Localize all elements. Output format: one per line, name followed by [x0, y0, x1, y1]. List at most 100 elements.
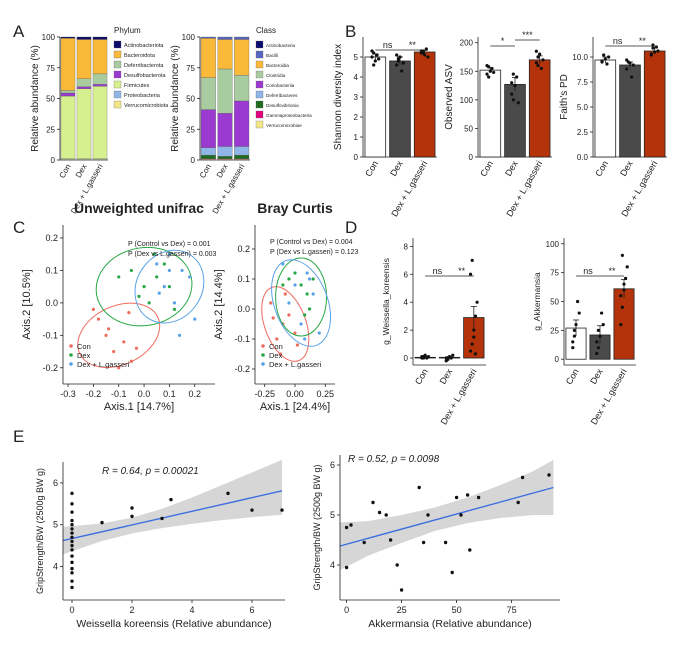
C1-data-point	[193, 317, 197, 321]
D2-y-tick-label: 50	[550, 298, 559, 307]
B2-data-point	[516, 101, 520, 105]
D2-data-point	[620, 253, 624, 257]
B2-data-point	[490, 66, 494, 71]
B1-bar	[389, 60, 411, 158]
E1-data-point	[70, 571, 74, 575]
E2-x-tick-label: 50	[452, 605, 462, 615]
B1-y-tick-label: 5	[354, 53, 359, 62]
D1-data-point	[421, 355, 426, 359]
A2-legend-label: Actinobacteria	[266, 43, 296, 48]
D1-y-tick-label: 2	[404, 326, 409, 335]
D2-data-point	[622, 288, 626, 292]
E2-y-tick-label: 6	[330, 460, 335, 470]
C2-x-tick-label: 0.00	[286, 389, 304, 399]
A2-legend-label: Bacilli	[266, 53, 278, 58]
E2-y-label: GripStrength/BW (2500g BW g)	[312, 464, 322, 590]
E2-y-tick-label: 4	[330, 560, 335, 570]
C1-x-label: Axis.1 [14.7%]	[104, 401, 174, 413]
A2-bar-segment	[217, 39, 233, 70]
C1-x-tick-label: 0.1	[163, 389, 176, 399]
A1-legend-label: Deferribacterota	[124, 63, 164, 69]
D1-data-point	[472, 335, 476, 339]
D1-data-point	[468, 349, 473, 353]
C2-data-point	[293, 271, 297, 275]
D1-data-point	[426, 355, 431, 359]
C2-data-point	[317, 331, 321, 335]
C1-y-tick-label: 0.1	[45, 265, 58, 275]
C2-y-tick-label: -0.1	[234, 334, 250, 344]
A2-bar-segment	[200, 147, 216, 156]
E1-data-point	[70, 579, 74, 583]
C1-data-point	[177, 333, 182, 337]
A1-bar-segment	[60, 90, 76, 94]
E1-x-tick-label: 2	[129, 605, 134, 615]
C2-x-tick-label: -0.25	[254, 389, 275, 399]
B1-data-point	[375, 53, 379, 57]
A1-bar-segment	[92, 86, 108, 159]
B1-data-point	[372, 63, 376, 67]
C1-x-tick-label: -0.1	[111, 389, 127, 399]
C1-x-tick-label: 0.2	[188, 389, 201, 399]
D1-data-point	[446, 356, 450, 360]
B3-y-label: Faith's PD	[559, 74, 570, 120]
A1-bar-segment	[60, 92, 76, 97]
A1-bar-segment	[76, 39, 92, 79]
B1-y-tick-label: 3	[354, 93, 359, 102]
B2-data-point	[534, 61, 538, 65]
C1-ellipse	[134, 249, 205, 324]
B1-data-point	[370, 55, 374, 59]
A1-bar-segment	[76, 88, 92, 159]
E2-data-point	[344, 525, 349, 530]
C2-data-point	[303, 337, 307, 341]
A2-y-label: Relative abundance (%)	[170, 45, 181, 152]
A1-bar-segment	[92, 73, 108, 85]
D2-data-point	[572, 334, 576, 338]
B1-data-point	[395, 63, 399, 67]
B2-data-point	[541, 58, 545, 62]
A2-legend-swatch	[255, 90, 264, 99]
C2-legend-label: Dex	[269, 351, 283, 360]
E2-data-point	[377, 510, 382, 515]
C2-data-point	[311, 292, 315, 296]
A2-y-tick-label: 100	[182, 33, 196, 42]
A2-bar-segment	[200, 36, 216, 39]
C1-x-tick-label: -0.3	[60, 389, 76, 399]
E2-data-point	[476, 495, 481, 500]
C1-legend-label: Dex	[77, 351, 91, 360]
D2-data-point	[619, 294, 623, 298]
B3-y-tick-label: 7.5	[577, 78, 589, 87]
E1-x-tick-label: 4	[189, 605, 194, 615]
A1-bar-segment	[60, 95, 76, 159]
E2-data-point	[443, 540, 448, 545]
B1-data-point	[370, 49, 374, 53]
B2-data-point	[536, 55, 540, 59]
E2-data-point	[371, 500, 375, 505]
A2-y-tick-label: 75	[186, 64, 195, 73]
C1-data-point	[162, 262, 166, 266]
D1-x-tick-label: Con	[413, 367, 430, 386]
B2-y-tick-label: 100	[460, 96, 474, 105]
B3-significance-label: **	[639, 36, 647, 46]
A1-x-tick-label: Dex	[74, 163, 89, 180]
A2-bar-segment	[217, 36, 233, 40]
E1-data-point	[70, 510, 74, 514]
C1-ellipse	[95, 246, 193, 327]
E1-data-point	[70, 535, 74, 539]
B3-data-point	[653, 50, 657, 54]
C1-legend-label: Con	[77, 342, 91, 351]
A2-bar-segment	[217, 68, 233, 114]
B1-data-point	[400, 69, 404, 73]
D2-data-point	[619, 322, 623, 327]
B1-data-point	[398, 55, 402, 59]
E2-y-tick-label: 5	[330, 510, 335, 520]
D1-significance-label: ns	[433, 266, 443, 276]
B3-bar	[594, 59, 617, 158]
C1-y-tick-label: -0.2	[42, 363, 58, 373]
A2-legend-label: Deferribacteres	[266, 93, 298, 98]
C2-data-point	[307, 277, 312, 281]
B2-data-point	[485, 63, 489, 68]
E1-data-point	[70, 491, 74, 496]
B1-data-point	[426, 55, 430, 59]
C1-legend-label: Dex + L.gasseri	[77, 360, 130, 369]
C2-data-point	[287, 277, 291, 281]
